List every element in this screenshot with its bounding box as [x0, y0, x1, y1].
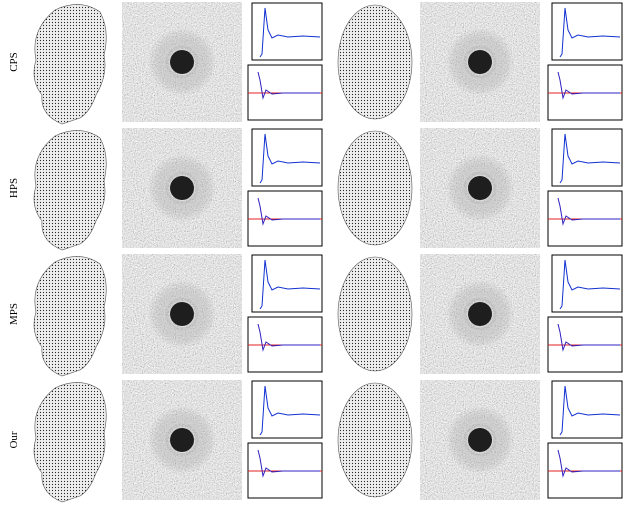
male-head-model — [34, 130, 106, 250]
row-label: MPS — [8, 303, 20, 325]
row-label: Our — [8, 431, 20, 448]
spectrum-center — [170, 176, 194, 200]
spectrum-center — [170, 302, 194, 326]
spectrum-center — [170, 428, 194, 452]
spectrum-center — [468, 50, 492, 74]
face-model — [338, 257, 412, 371]
male-head-model — [34, 382, 106, 502]
spectrum-center — [468, 176, 492, 200]
row-label: CPS — [8, 52, 20, 72]
face-model — [338, 131, 412, 245]
row: Our — [8, 380, 622, 502]
row: HPS — [8, 128, 622, 250]
face-model — [338, 5, 412, 119]
face-model — [338, 383, 412, 497]
male-head-model — [34, 256, 106, 376]
male-head-model — [34, 4, 106, 124]
row-label: HPS — [8, 178, 20, 198]
spectrum-center — [468, 302, 492, 326]
spectrum-center — [468, 428, 492, 452]
row: CPS — [8, 2, 622, 124]
figure: CPS HPS MPS — [0, 0, 638, 509]
spectrum-center — [170, 50, 194, 74]
row: MPS — [8, 254, 622, 376]
